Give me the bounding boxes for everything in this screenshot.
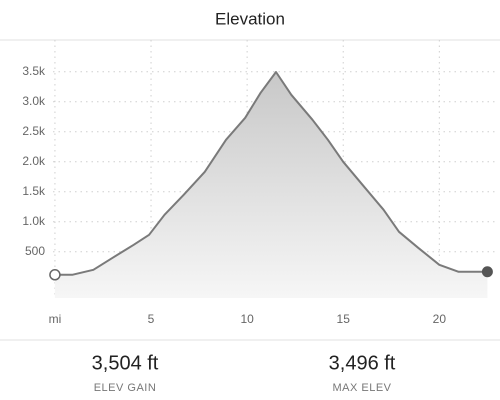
- y-tick-label: 500: [25, 244, 45, 258]
- x-tick-label: 5: [148, 312, 155, 326]
- x-tick-label: 15: [337, 312, 351, 326]
- y-tick-label: 3.5k: [22, 64, 46, 78]
- elevation-area: [54, 72, 488, 298]
- elevation-line: [54, 71, 488, 276]
- y-tick-label: 2.5k: [22, 124, 46, 138]
- y-tick-label: 1.5k: [22, 184, 46, 198]
- x-tick-label: 20: [433, 312, 447, 326]
- x-tick-label: 10: [240, 312, 254, 326]
- stat-value: 3,496 ft: [329, 352, 396, 374]
- y-tick-label: 2.0k: [22, 154, 46, 168]
- x-tick-label: mi: [49, 312, 62, 326]
- y-tick-label: 1.0k: [22, 214, 46, 228]
- chart-title: Elevation: [215, 9, 285, 28]
- stat-label: MAX ELEV: [332, 382, 391, 394]
- end-marker: [481, 266, 493, 278]
- stat-value: 3,504 ft: [92, 352, 159, 374]
- stat-label: ELEV GAIN: [94, 382, 157, 394]
- y-tick-label: 3.0k: [22, 94, 46, 108]
- start-marker: [49, 269, 61, 281]
